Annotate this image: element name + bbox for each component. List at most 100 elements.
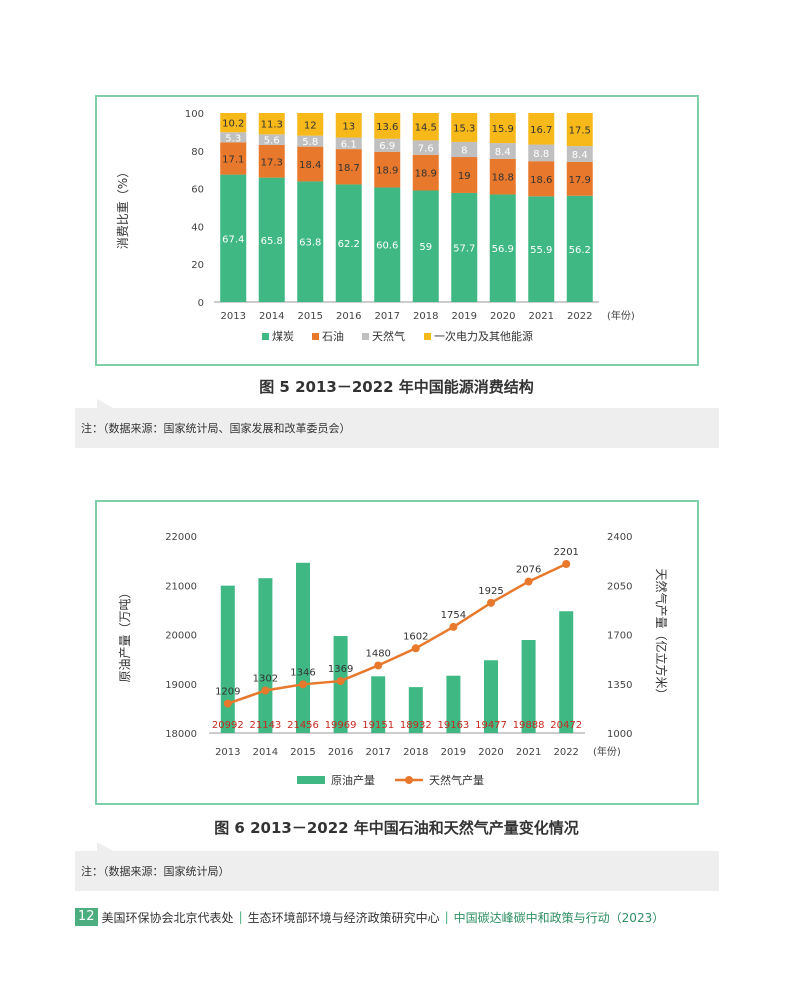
data-label: 18.9 <box>376 166 398 177</box>
x-tick-label: 2021 <box>516 747 541 758</box>
bar-segment-煤炭 <box>489 194 516 302</box>
chart1-frame: 0 20 40 60 80 100 消费比重（%） 67.4 17.1 5.3 10.2 2013 65… <box>95 95 699 366</box>
footer-org2: 生态环境部环境与经济政策研究中心 <box>247 910 440 925</box>
bar-segment-煤炭 <box>258 177 285 302</box>
bar-segment-天然气 <box>566 146 593 162</box>
x-tick-label: 2016 <box>336 311 361 322</box>
y-tick-label: 0 <box>198 298 204 309</box>
data-label: 13 <box>342 121 355 132</box>
data-label: 5.8 <box>302 137 318 148</box>
x-tick-label: 2014 <box>259 311 284 322</box>
data-label: 18.9 <box>415 169 437 180</box>
bar-segment-一次电力及其他能源 <box>566 113 593 147</box>
data-label: 8.4 <box>495 147 511 158</box>
bar-data-label: 18932 <box>400 720 432 731</box>
bar-segment-石油 <box>297 146 324 182</box>
data-label: 5.3 <box>225 133 241 144</box>
bar-segment-天然气 <box>374 138 401 152</box>
line-point-natural-gas <box>374 661 383 670</box>
data-label: 13.6 <box>376 122 398 133</box>
x-tick-label: 2019 <box>452 311 477 322</box>
right-y-axis-label: 天然气产量（亿立方米） <box>654 568 669 700</box>
bar-segment-一次电力及其他能源 <box>374 113 401 139</box>
x-tick-label: 2013 <box>215 747 240 758</box>
data-label: 10.2 <box>222 119 244 130</box>
page-footer: 12 美国环保协会北京代表处 | 生态环境部环境与经济政策研究中心 | 中国碳达… <box>75 908 664 926</box>
y-tick-label: 20 <box>191 260 204 271</box>
bar-segment-煤炭 <box>528 196 555 302</box>
bar-data-label: 19163 <box>437 720 469 731</box>
bar-crude-oil <box>521 640 536 733</box>
bar-segment-煤炭 <box>374 187 401 302</box>
chart2-frame: 18000 19000 20000 21000 22000 1000 1350 1700 205… <box>95 500 699 805</box>
bar-segment-一次电力及其他能源 <box>412 113 439 141</box>
line-data-label: 1302 <box>253 674 278 685</box>
data-label: 8 <box>461 145 467 156</box>
data-label: 15.9 <box>492 124 514 135</box>
y-tick-label: 100 <box>185 109 204 120</box>
bar-segment-天然气 <box>258 134 285 145</box>
footer-report-title: 中国碳达峰碳中和政策与行动（2023） <box>453 910 665 925</box>
line-point-natural-gas <box>524 577 533 586</box>
bar-segment-一次电力及其他能源 <box>451 113 478 142</box>
data-label: 56.2 <box>569 245 591 256</box>
bar-segment-一次电力及其他能源 <box>489 113 516 144</box>
x-tick-label: 2021 <box>529 311 554 322</box>
data-label: 17.3 <box>261 157 283 168</box>
line-data-label: 2201 <box>553 547 578 558</box>
line-point-natural-gas <box>562 560 571 569</box>
data-label: 6.9 <box>379 141 395 152</box>
bar-segment-石油 <box>335 149 362 185</box>
left-y-tick-label: 20000 <box>165 631 197 642</box>
bar-segment-一次电力及其他能源 <box>335 113 362 138</box>
legend-swatch-石油 <box>312 333 319 340</box>
x-tick-label: 2018 <box>403 747 428 758</box>
line-data-label: 1480 <box>365 648 390 659</box>
y-axis-label: 消费比重（%） <box>116 166 130 249</box>
bar-segment-一次电力及其他能源 <box>528 113 555 145</box>
x-axis-unit: (年份) <box>607 309 635 322</box>
footer-separator: | <box>444 910 449 924</box>
bar-crude-oil <box>559 611 574 733</box>
legend-label: 石油 <box>322 329 344 343</box>
figure6-caption: 图 6 2013－2022 年中国石油和天然气产量变化情况 <box>214 819 579 837</box>
data-label: 65.8 <box>261 236 283 247</box>
bar-data-label: 19151 <box>362 720 394 731</box>
line-data-label: 2076 <box>516 565 541 576</box>
line-data-label: 1369 <box>328 664 353 675</box>
data-label: 18.7 <box>338 163 360 174</box>
data-label: 5.6 <box>264 136 280 147</box>
data-label: 12 <box>304 120 317 131</box>
x-tick-label: 2018 <box>413 311 438 322</box>
data-label: 60.6 <box>376 241 398 252</box>
bar-segment-一次电力及其他能源 <box>220 113 247 133</box>
y-tick-label: 80 <box>191 147 204 158</box>
footer-separator: | <box>238 910 243 924</box>
bar-segment-煤炭 <box>335 184 362 302</box>
bar-data-label: 20472 <box>550 720 582 731</box>
bar-segment-石油 <box>451 157 478 193</box>
bar-segment-煤炭 <box>451 192 478 302</box>
data-label: 16.7 <box>530 125 552 136</box>
x-tick-label: 2015 <box>290 747 315 758</box>
page-number: 12 <box>75 908 98 926</box>
data-label: 8.4 <box>572 150 588 161</box>
x-tick-label: 2013 <box>221 311 246 322</box>
line-data-label: 1346 <box>290 667 315 678</box>
bar-segment-煤炭 <box>412 190 439 302</box>
left-y-tick-label: 21000 <box>165 581 197 592</box>
bar-data-label: 21143 <box>249 720 281 731</box>
oil-gas-production-chart: 18000 19000 20000 21000 22000 1000 1350 1700 205… <box>118 532 669 787</box>
bar-segment-石油 <box>374 151 401 188</box>
data-label: 18.8 <box>492 173 514 184</box>
line-point-natural-gas <box>299 680 307 689</box>
bar-segment-天然气 <box>335 137 362 150</box>
bar-segment-石油 <box>220 142 247 175</box>
bar-segment-石油 <box>528 161 555 197</box>
legend-swatch-crude-oil <box>297 776 325 784</box>
line-data-label: 1209 <box>215 687 240 698</box>
bar-segment-煤炭 <box>297 181 324 302</box>
bar-segment-煤炭 <box>566 195 593 302</box>
y-tick-label: 40 <box>191 222 204 233</box>
figure6-note-text: 注：（数据来源：国家统计局） <box>81 865 230 878</box>
